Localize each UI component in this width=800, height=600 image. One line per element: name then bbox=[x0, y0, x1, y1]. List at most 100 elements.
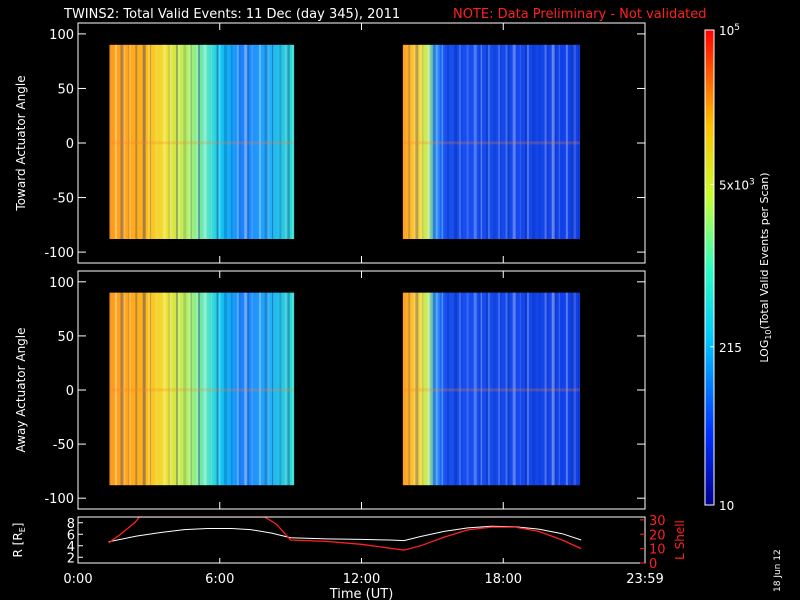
r-tick-label: 4 bbox=[67, 540, 75, 555]
data-streak bbox=[493, 44, 497, 240]
data-streak bbox=[551, 44, 555, 240]
data-streak bbox=[571, 292, 575, 486]
data-streak bbox=[196, 292, 199, 486]
data-streak bbox=[415, 292, 419, 486]
data-streak bbox=[168, 44, 170, 240]
data-streak bbox=[264, 44, 268, 240]
data-streak bbox=[551, 292, 555, 486]
data-streak bbox=[142, 292, 146, 486]
colorbar-tick-label: 105 bbox=[719, 23, 740, 38]
data-streak bbox=[526, 292, 529, 486]
data-streak bbox=[459, 44, 461, 240]
y-tick-label: 100 bbox=[49, 28, 74, 43]
data-streak bbox=[238, 44, 241, 240]
data-streak bbox=[505, 44, 508, 240]
data-streak bbox=[507, 292, 510, 486]
data-streak bbox=[211, 44, 213, 240]
data-streak bbox=[479, 292, 481, 486]
data-streak bbox=[422, 44, 424, 240]
data-streak bbox=[434, 44, 438, 240]
data-streak bbox=[190, 44, 192, 240]
data-streak bbox=[246, 292, 250, 486]
data-streak bbox=[203, 44, 207, 240]
data-streak bbox=[223, 292, 227, 486]
data-streak bbox=[264, 292, 268, 486]
data-streak bbox=[170, 292, 172, 486]
data-streak bbox=[440, 44, 442, 240]
data-streak bbox=[150, 44, 152, 240]
data-streak bbox=[544, 292, 547, 486]
data-streak bbox=[546, 292, 549, 486]
data-streak bbox=[441, 44, 443, 240]
data-streak bbox=[519, 44, 521, 240]
time-tick-label: 12:00 bbox=[343, 572, 380, 587]
r-axis-label: R [RE] bbox=[11, 523, 27, 558]
lshell-tick-label: 30 bbox=[649, 514, 666, 529]
panel-toward: 100 50 0 -50 -100 Toward Actuator Angle bbox=[14, 22, 646, 264]
data-streak bbox=[571, 44, 575, 240]
data-streak bbox=[447, 292, 450, 486]
data-streak bbox=[553, 292, 557, 486]
r-tick-label: 2 bbox=[67, 551, 75, 566]
data-streak bbox=[498, 292, 500, 486]
data-streak bbox=[408, 292, 411, 486]
data-streak bbox=[259, 44, 262, 240]
time-tick-label: 18:00 bbox=[485, 572, 522, 587]
data-streak bbox=[183, 44, 187, 240]
data-streak bbox=[498, 44, 500, 240]
data-streak bbox=[286, 292, 290, 486]
data-streak bbox=[175, 44, 178, 240]
data-block bbox=[402, 292, 581, 486]
data-streak bbox=[122, 44, 126, 240]
data-streak bbox=[544, 44, 547, 240]
data-streak bbox=[487, 44, 490, 240]
data-streak bbox=[168, 292, 170, 486]
x-axis-label: Time (UT) bbox=[329, 587, 394, 600]
data-streak bbox=[109, 44, 111, 240]
time-tick-label: 6:00 bbox=[205, 572, 234, 587]
y-tick-label: 50 bbox=[57, 82, 74, 97]
y-tick-label: -100 bbox=[44, 246, 74, 261]
data-streak bbox=[526, 44, 529, 240]
time-tick-label: 0:00 bbox=[63, 572, 92, 587]
data-streak bbox=[487, 292, 490, 486]
y-tick-label: -50 bbox=[53, 438, 74, 453]
zero-angle-band bbox=[402, 388, 581, 392]
data-streak bbox=[427, 44, 430, 240]
data-streak bbox=[211, 292, 213, 486]
data-streak bbox=[461, 44, 463, 240]
data-streak bbox=[578, 44, 580, 240]
colorbar-tick-label: 215 bbox=[719, 341, 742, 355]
data-streak bbox=[539, 44, 541, 240]
data-streak bbox=[238, 292, 241, 486]
r-tick-label: 6 bbox=[67, 528, 75, 543]
data-streak bbox=[196, 44, 199, 240]
data-block bbox=[402, 44, 581, 240]
data-streak bbox=[500, 292, 502, 486]
data-streak bbox=[127, 44, 129, 240]
data-streak bbox=[553, 44, 557, 240]
data-streak bbox=[454, 44, 458, 240]
data-streak bbox=[175, 292, 178, 486]
data-streak bbox=[512, 292, 516, 486]
data-streak bbox=[532, 292, 536, 486]
data-streak bbox=[434, 292, 438, 486]
lshell-series-line bbox=[108, 517, 582, 551]
data-streak bbox=[120, 292, 124, 486]
time-tick-label: 23:59 bbox=[626, 572, 663, 587]
data-streak bbox=[236, 44, 239, 240]
data-streak bbox=[432, 292, 436, 486]
data-streak bbox=[500, 44, 502, 240]
data-streak bbox=[148, 44, 150, 240]
data-streak bbox=[546, 44, 549, 240]
data-streak bbox=[525, 292, 528, 486]
data-streak bbox=[135, 44, 138, 240]
lshell-axis-label: L Shell bbox=[673, 520, 687, 560]
data-streak bbox=[271, 44, 273, 240]
data-streak bbox=[447, 44, 450, 240]
page-title: TWINS2: Total Valid Events: 11 Dec (day … bbox=[64, 7, 401, 22]
data-streak bbox=[244, 292, 248, 486]
data-streak bbox=[532, 44, 536, 240]
data-streak bbox=[422, 292, 424, 486]
data-streak bbox=[155, 292, 158, 486]
